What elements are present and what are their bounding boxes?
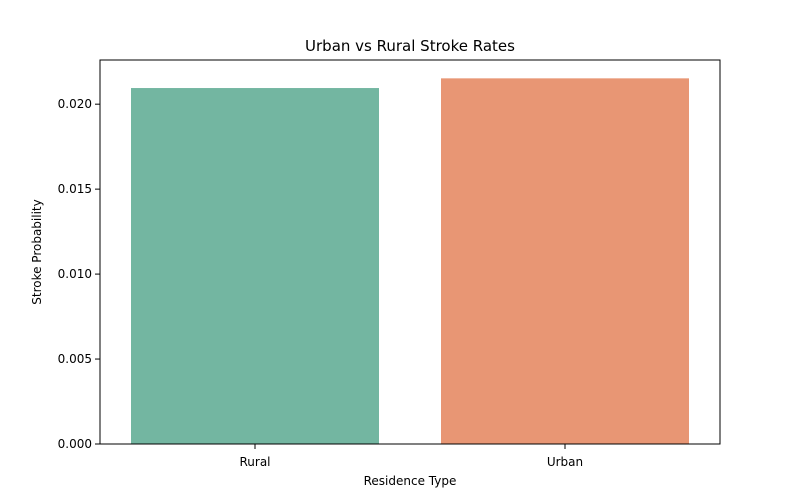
x-tick-label-rural: Rural <box>239 455 270 469</box>
plot-frame <box>99 59 721 445</box>
x-axis-label: Residence Type <box>364 474 457 488</box>
y-tick-label-2: 0.010 <box>58 267 92 281</box>
x-axis-ticks: Rural Urban <box>239 444 583 469</box>
bar-rural <box>131 88 379 444</box>
chart-title: Urban vs Rural Stroke Rates <box>305 37 515 55</box>
y-tick-label-3: 0.015 <box>58 182 92 196</box>
y-axis-ticks: 0.000 0.005 0.010 0.015 0.020 <box>58 97 100 451</box>
y-tick-label-0: 0.000 <box>58 437 92 451</box>
y-tick-label-4: 0.020 <box>58 97 92 111</box>
bar-group <box>131 78 689 445</box>
y-tick-label-1: 0.005 <box>58 352 92 366</box>
bar-urban <box>441 78 689 445</box>
y-axis-label: Stroke Probability <box>30 199 44 305</box>
x-tick-label-urban: Urban <box>547 455 583 469</box>
